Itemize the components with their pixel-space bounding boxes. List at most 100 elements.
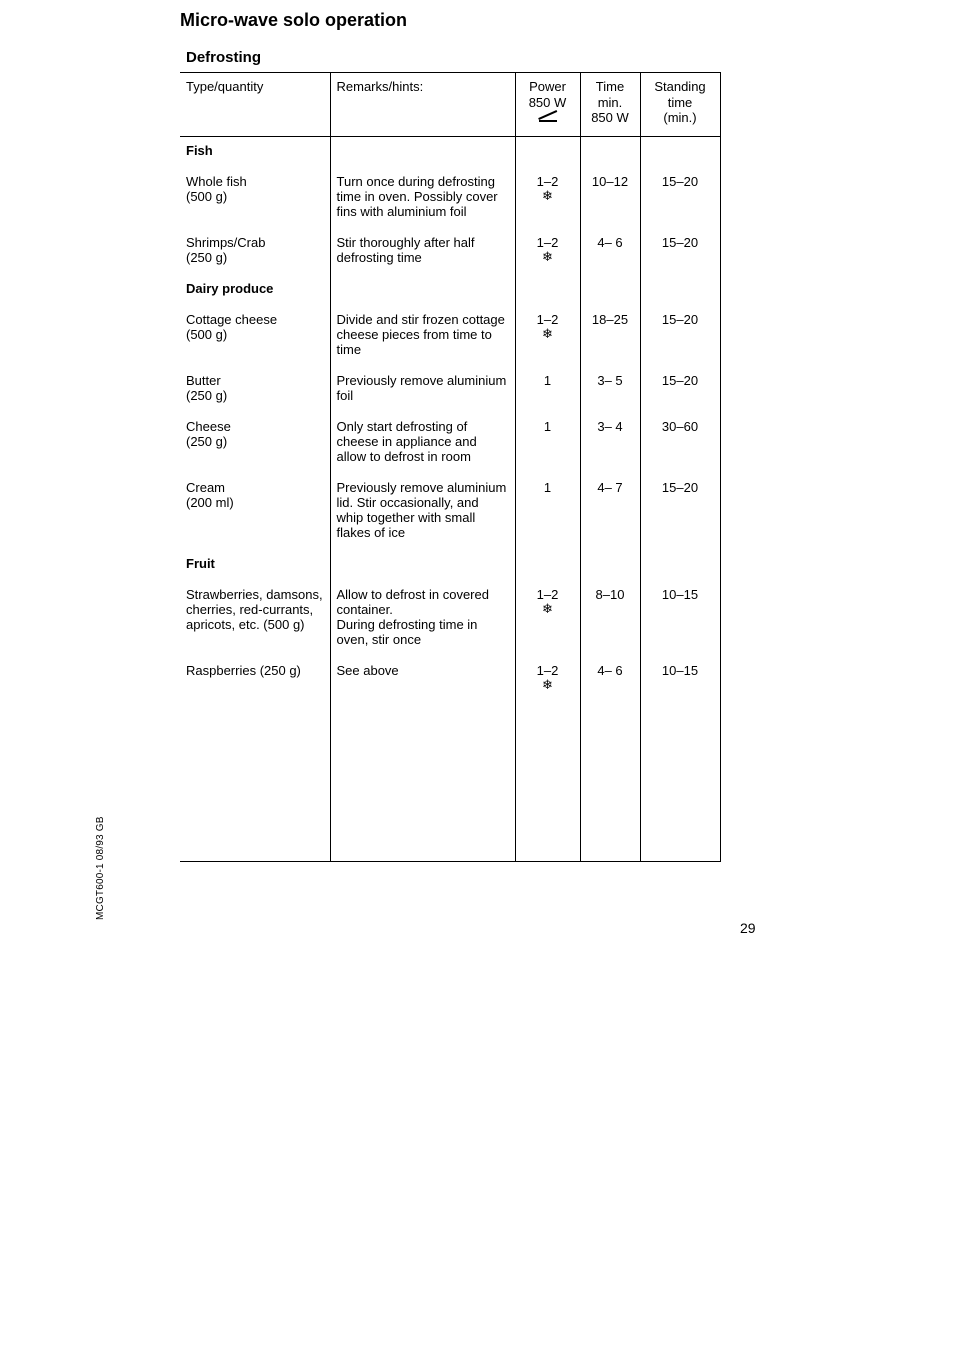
item-remarks: Divide and stir frozen cottage cheese pi… <box>337 312 505 357</box>
power-cell: 1 <box>515 413 580 474</box>
filler <box>580 701 640 861</box>
col-type: Type/quantity <box>180 73 330 137</box>
standing-cell: 15–20 <box>640 367 720 413</box>
item-remarks: Turn once during defrosting time in oven… <box>337 174 498 219</box>
type-cell: Whole fish(500 g) <box>180 168 330 229</box>
chapter-title: Micro-wave solo operation <box>180 10 720 31</box>
category-label: Dairy produce <box>186 281 273 296</box>
item-power: 1–2 <box>522 174 574 190</box>
time-cell: 18–25 <box>580 306 640 367</box>
standing-cell: 15–20 <box>640 168 720 229</box>
category-label: Fish <box>186 143 213 158</box>
col-remarks: Remarks/hints: <box>330 73 515 137</box>
empty-cell <box>580 136 640 168</box>
col-standing: Standing time (min.) <box>640 73 720 137</box>
standing-cell: 10–15 <box>640 657 720 702</box>
time-cell: 3– 5 <box>580 367 640 413</box>
category-row: Fish <box>180 136 720 168</box>
item-type: Cream(200 ml) <box>186 480 234 510</box>
item-row: Cream(200 ml) Previously remove aluminium… <box>180 474 720 550</box>
item-time: 3– 4 <box>597 419 622 434</box>
table-header-row: Type/quantity Remarks/hints: Power 850 W… <box>180 73 720 137</box>
remarks-cell: Divide and stir frozen cottage cheese pi… <box>330 306 515 367</box>
category-row: Dairy produce <box>180 275 720 306</box>
power-triangle-icon <box>539 114 557 122</box>
empty-cell <box>515 136 580 168</box>
col-power: Power 850 W <box>515 73 580 137</box>
time-cell: 4– 6 <box>580 229 640 275</box>
empty-cell <box>515 550 580 581</box>
power-cell: 1 <box>515 474 580 550</box>
col-time: Time min. 850 W <box>580 73 640 137</box>
snowflake-icon: ❄ <box>522 327 574 340</box>
item-standing: 10–15 <box>662 587 698 602</box>
empty-cell <box>330 550 515 581</box>
item-type: Cottage cheese(500 g) <box>186 312 277 342</box>
category-cell: Fruit <box>180 550 330 581</box>
power-cell: 1–2❄ <box>515 657 580 702</box>
time-cell: 3– 4 <box>580 413 640 474</box>
empty-cell <box>515 275 580 306</box>
standing-cell: 30–60 <box>640 413 720 474</box>
empty-cell <box>640 550 720 581</box>
item-row: Cottage cheese(500 g) Divide and stir fro… <box>180 306 720 367</box>
col-type-label: Type/quantity <box>186 79 263 94</box>
standing-cell: 10–15 <box>640 581 720 657</box>
item-time: 18–25 <box>592 312 628 327</box>
remarks-cell: Only start defrosting of cheese in appli… <box>330 413 515 474</box>
category-label: Fruit <box>186 556 215 571</box>
power-cell: 1 <box>515 367 580 413</box>
standing-cell: 15–20 <box>640 229 720 275</box>
item-row: Strawberries, damsons, cherries, red-cur… <box>180 581 720 657</box>
time-cell: 10–12 <box>580 168 640 229</box>
col-time-l2: min. <box>587 95 634 111</box>
power-cell: 1–2❄ <box>515 168 580 229</box>
filler <box>180 701 330 861</box>
snowflake-icon: ❄ <box>522 189 574 202</box>
item-row: Cheese(250 g) Only start defrosting of ch… <box>180 413 720 474</box>
col-standing-l1: Standing <box>647 79 714 95</box>
item-power: 1–2 <box>522 312 574 328</box>
col-remarks-label: Remarks/hints: <box>337 79 424 94</box>
item-standing: 15–20 <box>662 312 698 327</box>
type-cell: Butter(250 g) <box>180 367 330 413</box>
empty-cell <box>580 550 640 581</box>
empty-cell <box>580 275 640 306</box>
item-type: Strawberries, damsons, cherries, red-cur… <box>186 587 323 632</box>
item-remarks: Allow to defrost in covered container.Du… <box>337 587 489 647</box>
page-content: Micro-wave solo operation Defrosting Typ… <box>180 10 720 862</box>
item-remarks: Only start defrosting of cheese in appli… <box>337 419 477 464</box>
item-time: 4– 7 <box>597 480 622 495</box>
col-power-l1: Power <box>522 79 574 95</box>
col-standing-l3: (min.) <box>647 110 714 126</box>
type-cell: Raspberries (250 g) <box>180 657 330 702</box>
item-time: 4– 6 <box>597 663 622 678</box>
empty-cell <box>330 275 515 306</box>
time-cell: 4– 6 <box>580 657 640 702</box>
item-row: Butter(250 g) Previously remove aluminium… <box>180 367 720 413</box>
page-number: 29 <box>740 920 756 936</box>
remarks-cell: Previously remove aluminium lid. Stir oc… <box>330 474 515 550</box>
item-power: 1 <box>522 419 574 435</box>
remarks-cell: Previously remove aluminium foil <box>330 367 515 413</box>
item-standing: 15–20 <box>662 174 698 189</box>
empty-cell <box>640 275 720 306</box>
time-cell: 4– 7 <box>580 474 640 550</box>
defrosting-table: Type/quantity Remarks/hints: Power 850 W… <box>180 72 721 862</box>
type-cell: Cream(200 ml) <box>180 474 330 550</box>
item-power: 1–2 <box>522 663 574 679</box>
item-type: Cheese(250 g) <box>186 419 231 449</box>
item-power: 1–2 <box>522 587 574 603</box>
standing-cell: 15–20 <box>640 306 720 367</box>
filler <box>515 701 580 861</box>
remarks-cell: Turn once during defrosting time in oven… <box>330 168 515 229</box>
remarks-cell: Stir thoroughly after half defrosting ti… <box>330 229 515 275</box>
item-power: 1 <box>522 373 574 389</box>
item-remarks: Previously remove aluminium foil <box>337 373 507 403</box>
item-time: 3– 5 <box>597 373 622 388</box>
filler <box>640 701 720 861</box>
item-type: Butter(250 g) <box>186 373 227 403</box>
filler-row <box>180 701 720 861</box>
item-standing: 15–20 <box>662 373 698 388</box>
item-standing: 30–60 <box>662 419 698 434</box>
